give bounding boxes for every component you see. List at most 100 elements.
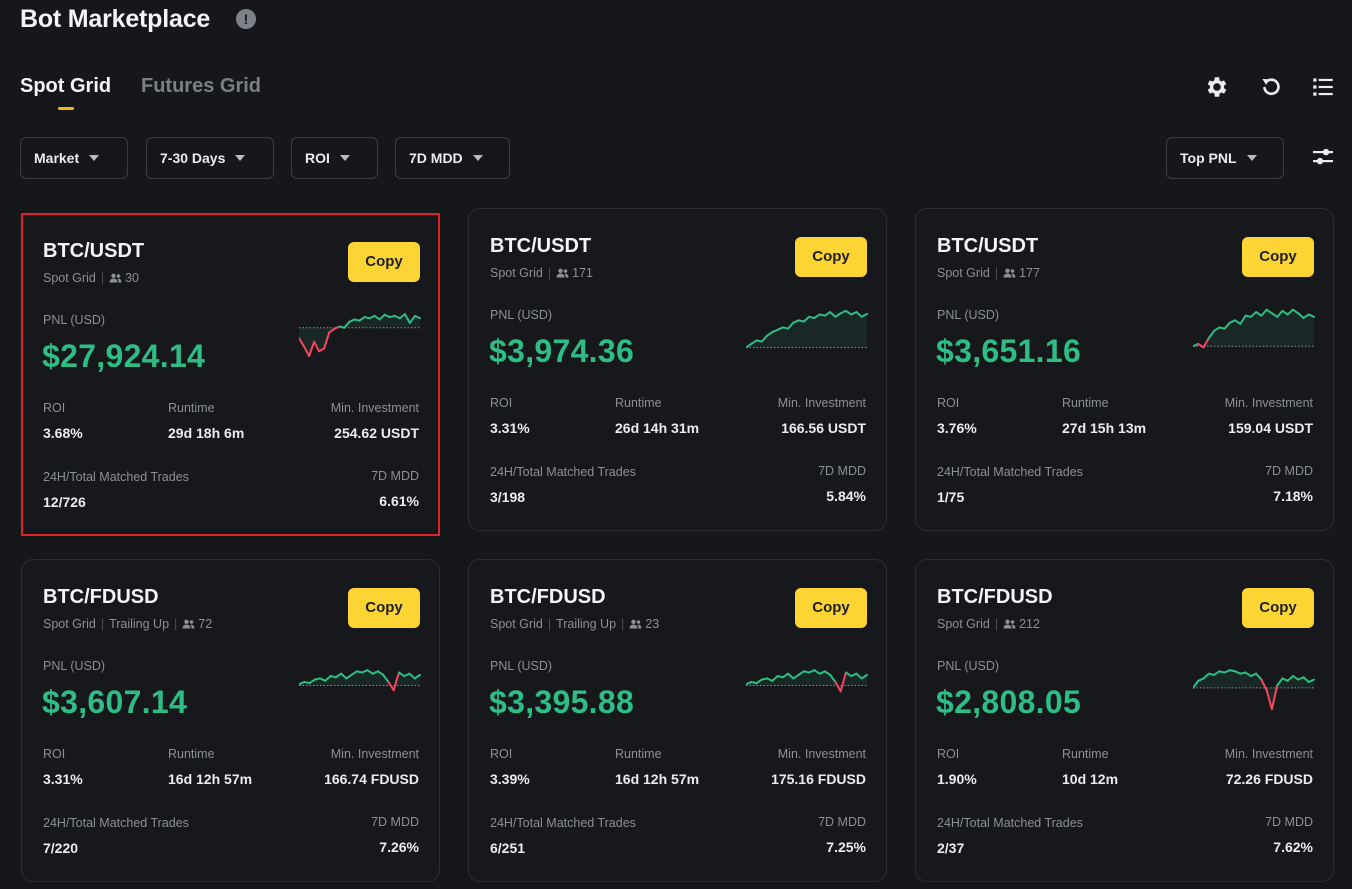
copy-button[interactable]: Copy xyxy=(795,237,867,277)
sparkline-segment xyxy=(829,673,837,683)
sort-dropdown[interactable]: Top PNL xyxy=(1166,137,1284,179)
tab-futures-grid[interactable]: Futures Grid xyxy=(141,75,262,97)
sparkline-segment xyxy=(323,331,331,350)
copy-users-count: 72 xyxy=(198,617,213,631)
sparkline-segment xyxy=(787,321,795,330)
bot-tag: Spot Grid xyxy=(43,617,96,631)
sparkline-segment xyxy=(1302,313,1310,319)
tag-separator: | xyxy=(547,617,552,631)
trades-value: 12/726 xyxy=(43,494,86,510)
sparkline-area xyxy=(1193,670,1314,710)
sparkline-segment xyxy=(860,673,868,680)
copy-button[interactable]: Copy xyxy=(795,588,867,628)
sliders-icon[interactable] xyxy=(1311,145,1335,169)
refresh-icon[interactable] xyxy=(1258,74,1284,100)
trades-label: 24H/Total Matched Trades xyxy=(490,465,636,479)
roi-label: ROI xyxy=(937,396,960,410)
runtime-value: 16d 12h 57m xyxy=(615,771,700,787)
sparkline-segment xyxy=(1291,308,1300,315)
list-icon[interactable] xyxy=(1310,74,1336,100)
pnl-label: PNL (USD) xyxy=(490,308,553,322)
pnl-label: PNL (USD) xyxy=(43,313,106,327)
filter-roi[interactable]: ROI xyxy=(291,137,378,179)
sparkline-segment xyxy=(366,669,374,675)
sparkline-segment xyxy=(1255,672,1263,681)
roi-value: 3.39% xyxy=(490,771,530,787)
filter-mdd-label: 7D MDD xyxy=(409,150,463,166)
filter-mdd[interactable]: 7D MDD xyxy=(395,137,510,179)
mdd-value: 7.62% xyxy=(1273,839,1313,855)
pnl-sparkline xyxy=(746,309,868,349)
bot-tag: Spot Grid xyxy=(43,271,96,285)
gear-icon[interactable] xyxy=(1204,74,1230,100)
sparkline-segment xyxy=(1276,677,1284,687)
bot-card[interactable]: BTC/FDUSD Spot Grid | 212 Copy PNL (USD) … xyxy=(915,559,1334,882)
sparkline-segment xyxy=(403,313,411,324)
sparkline-segment xyxy=(340,672,348,680)
sparkline-segment xyxy=(1265,689,1273,711)
pnl-sparkline xyxy=(1193,669,1315,711)
pnl-sparkline xyxy=(1193,308,1315,349)
sparkline-segment xyxy=(376,670,385,676)
roi-label: ROI xyxy=(43,401,66,415)
tab-spot-grid[interactable]: Spot Grid xyxy=(20,75,112,97)
min-investment-label: Min. Investment xyxy=(330,401,419,415)
sparkline-segment xyxy=(408,314,416,324)
bot-card[interactable]: BTC/USDT Spot Grid | 30 Copy PNL (USD) $2… xyxy=(21,213,440,536)
sparkline-segment xyxy=(328,327,336,334)
mdd-label: 7D MDD xyxy=(371,815,419,829)
users-icon xyxy=(556,268,569,278)
roi-value: 3.31% xyxy=(43,771,83,787)
sparkline-segment xyxy=(1239,314,1247,325)
sparkline-segment xyxy=(408,672,416,680)
sparkline-segment xyxy=(1307,313,1315,318)
min-investment-label: Min. Investment xyxy=(330,747,419,761)
copy-users-count: 177 xyxy=(1019,266,1040,280)
sparkline-segment xyxy=(839,671,847,693)
bot-card[interactable]: BTC/FDUSD Spot Grid | Trailing Up | 72 Copy… xyxy=(21,559,440,882)
copy-button[interactable]: Copy xyxy=(1242,588,1314,628)
sparkline-segment xyxy=(1302,676,1310,683)
caret-down-icon xyxy=(1246,155,1257,161)
trades-value: 2/37 xyxy=(937,840,965,856)
trading-pair: BTC/USDT xyxy=(490,235,592,257)
pnl-value: $3,607.14 xyxy=(42,684,188,720)
users-icon xyxy=(182,619,195,629)
mdd-value: 6.61% xyxy=(379,493,419,509)
bot-tag: Spot Grid xyxy=(937,266,990,280)
bot-card[interactable]: BTC/USDT Spot Grid | 171 Copy PNL (USD) $… xyxy=(468,208,887,531)
sparkline-segment xyxy=(308,678,316,685)
roi-value: 3.68% xyxy=(43,425,83,441)
filter-market-label: Market xyxy=(34,150,80,166)
copy-button[interactable]: Copy xyxy=(1242,237,1314,277)
runtime-value: 16d 12h 57m xyxy=(168,771,253,787)
min-investment-value: 254.62 USDT xyxy=(334,425,419,441)
bot-card[interactable]: BTC/USDT Spot Grid | 177 Copy PNL (USD) $… xyxy=(915,208,1334,531)
sparkline-segment xyxy=(802,315,811,323)
bot-tags: Spot Grid | 177 xyxy=(937,266,1040,280)
bot-tags: Spot Grid | Trailing Up | 72 xyxy=(43,617,212,631)
info-icon[interactable]: ! xyxy=(236,9,256,29)
roi-label: ROI xyxy=(490,747,513,761)
trading-pair: BTC/USDT xyxy=(937,235,1039,257)
min-investment-value: 159.04 USDT xyxy=(1228,420,1313,436)
sparkline-segment xyxy=(1260,308,1268,317)
mdd-label: 7D MDD xyxy=(1265,815,1313,829)
bot-tag: Spot Grid xyxy=(490,617,543,631)
copy-button[interactable]: Copy xyxy=(348,588,420,628)
min-investment-value: 166.74 FDUSD xyxy=(324,771,419,787)
bot-card[interactable]: BTC/FDUSD Spot Grid | Trailing Up | 23 Copy… xyxy=(468,559,887,882)
copy-users-count: 23 xyxy=(645,617,660,631)
sparkline-segment xyxy=(398,313,406,320)
trading-pair: BTC/FDUSD xyxy=(43,586,159,608)
filter-market[interactable]: Market xyxy=(20,137,128,179)
mdd-label: 7D MDD xyxy=(818,815,866,829)
sparkline-segment xyxy=(397,671,406,678)
tag-separator: | xyxy=(100,271,105,285)
runtime-label: Runtime xyxy=(1062,396,1109,410)
sparkline-segment xyxy=(781,672,790,679)
filter-runtime[interactable]: 7-30 Days xyxy=(146,137,274,179)
min-investment-value: 166.56 USDT xyxy=(781,420,866,436)
pnl-sparkline xyxy=(746,669,868,693)
copy-button[interactable]: Copy xyxy=(348,242,420,282)
